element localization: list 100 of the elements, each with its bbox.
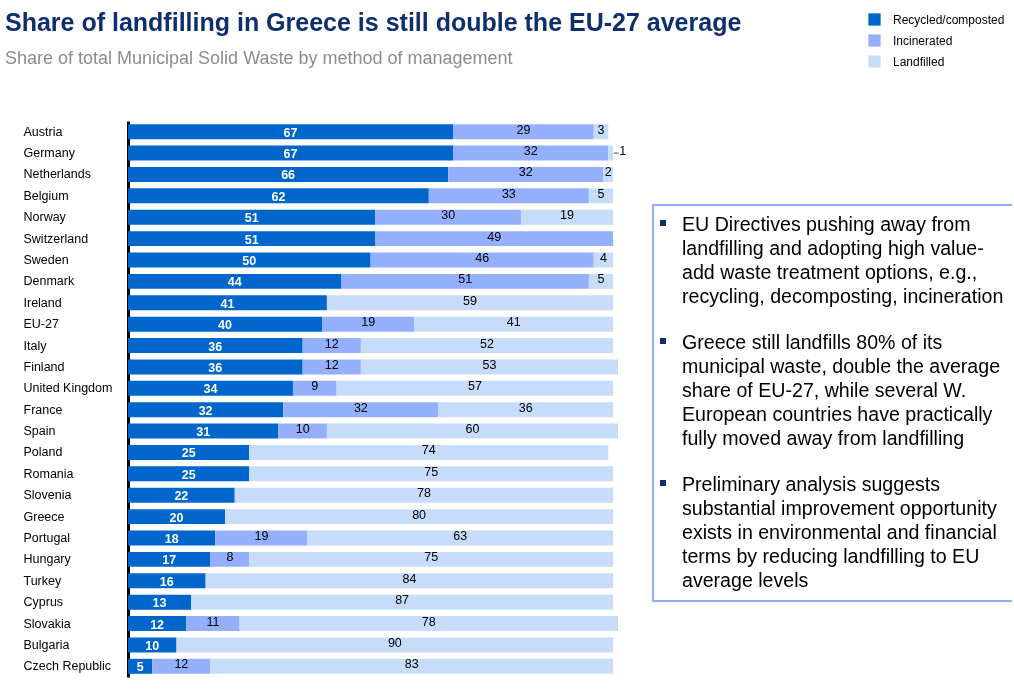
data-label: 12 xyxy=(174,657,189,672)
y-tick-label: Slovenia xyxy=(23,488,72,503)
data-label: 17 xyxy=(162,553,177,568)
bar xyxy=(152,658,211,674)
y-tick-label: Germany xyxy=(23,146,76,161)
bar xyxy=(128,402,284,418)
y-tick-label: Norway xyxy=(23,210,67,225)
y-tick-label: Switzerland xyxy=(23,231,89,246)
bar xyxy=(128,166,449,182)
bar xyxy=(302,359,361,375)
bar xyxy=(128,231,376,247)
bar xyxy=(128,573,206,589)
bar xyxy=(128,509,226,525)
data-label: 44 xyxy=(227,275,242,290)
data-label: 10 xyxy=(295,422,310,437)
bar xyxy=(176,637,614,653)
bar xyxy=(128,316,323,332)
data-label: 32 xyxy=(198,403,213,418)
data-label: 33 xyxy=(501,186,516,201)
data-label: 80 xyxy=(412,507,427,522)
data-label: 12 xyxy=(324,336,339,351)
bar xyxy=(128,359,303,375)
data-label: 36 xyxy=(208,339,223,354)
bar xyxy=(341,273,589,289)
y-tick-label: Greece xyxy=(23,509,65,524)
bar xyxy=(128,466,250,482)
text: Greece still landfills 80% of its municipal waste, double the average share of EU-27, while several W. European countries have practically fully moved away from landfilling xyxy=(682,330,1002,450)
bar xyxy=(370,252,594,268)
data-label: 22 xyxy=(174,489,189,504)
data-label: 67 xyxy=(283,125,298,140)
y-tick-label: Romania xyxy=(23,466,74,481)
data-label: 51 xyxy=(244,232,259,247)
bar xyxy=(128,380,293,396)
data-label: 67 xyxy=(283,147,298,162)
y-tick-label: Italy xyxy=(23,338,48,353)
bar xyxy=(249,551,614,567)
data-label: 12 xyxy=(150,617,165,632)
data-label: 32 xyxy=(518,165,533,180)
data-label: 83 xyxy=(404,657,419,672)
data-label: 32 xyxy=(523,144,538,159)
data-label: 49 xyxy=(487,229,502,244)
chart-title: Share of landfilling in Greece is still double the EU-27 average xyxy=(5,8,742,37)
bar xyxy=(360,338,614,354)
bar xyxy=(375,231,614,247)
bar xyxy=(128,209,376,225)
bar xyxy=(302,338,361,354)
y-tick-label: Austria xyxy=(23,124,63,139)
y-tick-label: France xyxy=(23,402,63,417)
data-label: 30 xyxy=(441,208,456,223)
data-label: 16 xyxy=(159,574,174,589)
bar xyxy=(225,509,614,525)
y-tick-label: Slovakia xyxy=(23,616,71,631)
bar xyxy=(186,616,240,632)
data-label: 13 xyxy=(152,596,167,611)
bar xyxy=(453,124,594,140)
bar xyxy=(128,124,454,140)
bar xyxy=(234,487,614,503)
data-label: 12 xyxy=(324,357,339,372)
bar xyxy=(292,380,337,396)
y-tick-label: Portugal xyxy=(23,531,71,545)
data-label: 52 xyxy=(480,336,495,351)
text: Preliminary analysis suggests substantial improvement opportunity exists in environmental and financial terms by reducing landfilling to EU average levels xyxy=(682,472,998,592)
data-label: 34 xyxy=(203,382,218,397)
bar xyxy=(128,616,187,632)
data-label: 10 xyxy=(145,638,160,653)
data-label: 59 xyxy=(463,293,478,308)
data-label: 84 xyxy=(402,571,417,586)
legend-label: Incinerated xyxy=(893,33,953,48)
data-label: 31 xyxy=(196,425,211,440)
y-tick-label: United Kingdom xyxy=(23,381,113,396)
bar xyxy=(428,188,589,204)
bar xyxy=(322,316,415,332)
data-label: 40 xyxy=(218,318,233,333)
bar xyxy=(448,166,604,182)
data-label: 41 xyxy=(220,296,235,311)
bar xyxy=(438,402,614,418)
chart-subtitle: Share of total Municipal Solid Waste by method of management xyxy=(5,48,513,69)
bar xyxy=(375,209,521,225)
bar xyxy=(249,466,614,482)
data-label: 4 xyxy=(599,251,607,265)
y-tick-label: Bulgaria xyxy=(23,637,70,652)
data-label: 19 xyxy=(361,315,376,330)
bar xyxy=(239,616,618,632)
y-tick-label: Poland xyxy=(23,445,63,460)
bar xyxy=(128,295,327,311)
legend-label: Landfilled xyxy=(893,54,945,69)
y-tick-label: Finland xyxy=(23,359,65,374)
y-tick-label: Czech Republic xyxy=(23,659,112,674)
data-label: 5 xyxy=(136,660,144,675)
y-tick-label: Belgium xyxy=(23,188,69,203)
data-label: 75 xyxy=(424,464,439,479)
data-label: 29 xyxy=(516,122,531,137)
data-label: 87 xyxy=(395,593,410,608)
data-label: 20 xyxy=(169,510,184,525)
bar xyxy=(210,551,250,567)
data-label: 2 xyxy=(604,165,612,180)
data-label: 5 xyxy=(597,186,605,201)
data-label: 36 xyxy=(208,360,223,375)
bar xyxy=(414,316,614,332)
bar xyxy=(128,252,371,268)
